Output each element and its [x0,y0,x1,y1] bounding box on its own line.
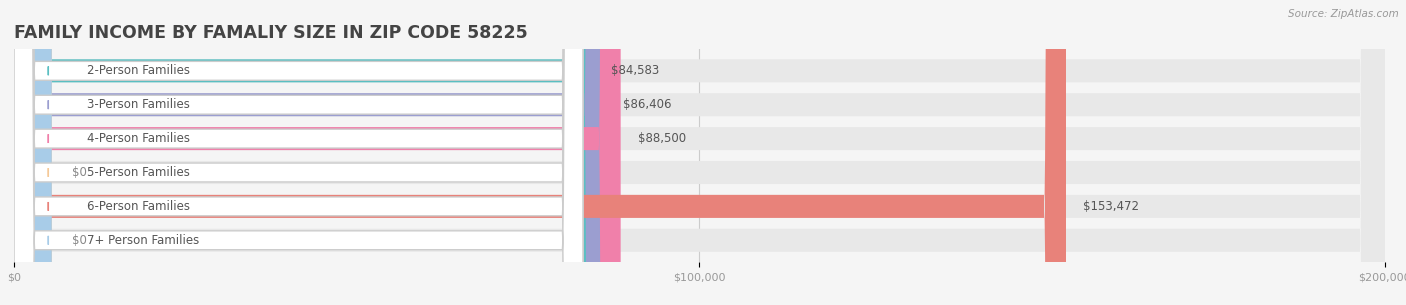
FancyBboxPatch shape [14,0,1385,305]
Text: $0: $0 [72,234,87,247]
Text: $0: $0 [72,166,87,179]
Text: $153,472: $153,472 [1083,200,1139,213]
FancyBboxPatch shape [14,0,1385,305]
Text: 2-Person Families: 2-Person Families [87,64,190,77]
FancyBboxPatch shape [14,0,583,305]
Text: $88,500: $88,500 [638,132,686,145]
Text: 7+ Person Families: 7+ Person Families [87,234,200,247]
Text: 6-Person Families: 6-Person Families [87,200,190,213]
FancyBboxPatch shape [14,0,583,305]
FancyBboxPatch shape [14,0,583,305]
Text: Source: ZipAtlas.com: Source: ZipAtlas.com [1288,9,1399,19]
FancyBboxPatch shape [14,0,52,305]
FancyBboxPatch shape [14,0,1066,305]
FancyBboxPatch shape [14,0,593,305]
FancyBboxPatch shape [14,0,1385,305]
FancyBboxPatch shape [14,0,620,305]
Text: 4-Person Families: 4-Person Families [87,132,190,145]
FancyBboxPatch shape [14,0,583,305]
FancyBboxPatch shape [14,0,1385,305]
Text: FAMILY INCOME BY FAMALIY SIZE IN ZIP CODE 58225: FAMILY INCOME BY FAMALIY SIZE IN ZIP COD… [14,24,527,42]
FancyBboxPatch shape [14,0,606,305]
FancyBboxPatch shape [14,0,583,305]
FancyBboxPatch shape [14,0,583,305]
Text: 5-Person Families: 5-Person Families [87,166,190,179]
Text: $84,583: $84,583 [612,64,659,77]
FancyBboxPatch shape [14,0,1385,305]
FancyBboxPatch shape [14,0,52,305]
FancyBboxPatch shape [14,0,1385,305]
Text: $86,406: $86,406 [623,98,672,111]
Text: 3-Person Families: 3-Person Families [87,98,190,111]
